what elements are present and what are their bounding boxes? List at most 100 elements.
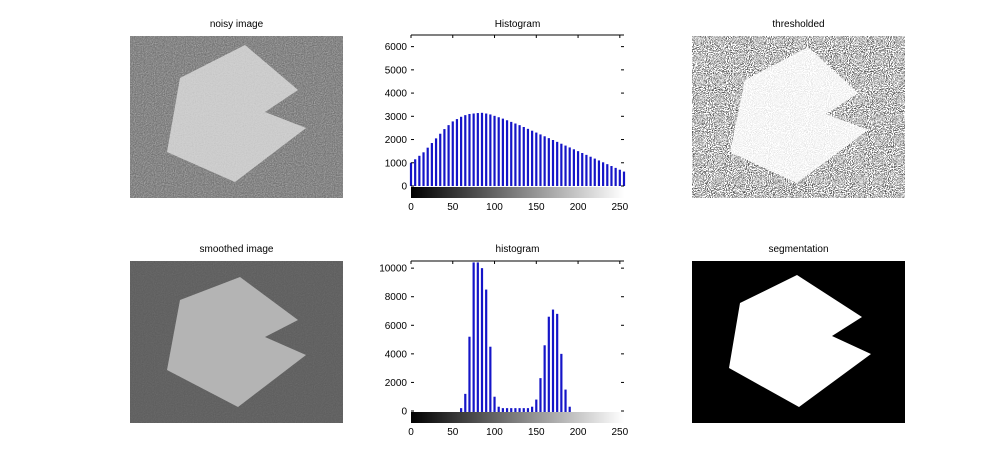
y-tick-label: 0	[401, 407, 407, 418]
histogram-bar	[531, 406, 534, 412]
histogram-bar	[489, 114, 492, 186]
histogram-bar	[589, 156, 592, 186]
histogram-bar	[426, 147, 429, 186]
histogram-bar	[551, 309, 555, 412]
y-tick-label: 2000	[385, 378, 408, 389]
histogram-bar	[472, 262, 475, 412]
histogram-bar	[522, 408, 525, 412]
x-tick-label: 200	[570, 202, 587, 213]
histogram-bar	[443, 129, 446, 186]
histogram-bar	[564, 389, 567, 412]
histogram-bar	[489, 346, 492, 412]
histogram-bar	[526, 408, 530, 412]
histogram-bar	[568, 406, 571, 412]
thresholded-image	[692, 36, 905, 198]
histogram-bar	[547, 316, 550, 412]
x-tick-label: 250	[611, 202, 628, 213]
histogram-bar	[514, 408, 517, 412]
histogram-bar	[439, 133, 442, 186]
histogram-bar	[585, 154, 588, 186]
smoothed-image	[130, 261, 343, 423]
x-tick-label: 100	[486, 427, 503, 438]
x-tick-label: 150	[528, 427, 545, 438]
y-tick-label: 8000	[385, 292, 408, 303]
histogram-bar	[535, 399, 538, 412]
x-tick-label: 50	[447, 427, 459, 438]
histogram-bar	[455, 119, 459, 186]
histogram-bar	[497, 117, 500, 186]
histogram-bar	[539, 378, 542, 412]
histogram-bar	[614, 167, 617, 186]
histogram-bar	[606, 164, 609, 186]
histogram-bar	[572, 149, 575, 186]
histogram-bar	[593, 158, 596, 186]
noisy-image	[130, 36, 343, 198]
histogram-bar	[610, 166, 613, 186]
histogram-bar	[501, 118, 504, 186]
histogram-bar	[602, 162, 605, 186]
histogram-bar	[476, 113, 479, 186]
histogram-bar	[551, 140, 555, 186]
title-noisy-image: noisy image	[209, 19, 264, 30]
histogram-bar	[414, 159, 417, 186]
title-smoothed-image: smoothed image	[199, 244, 274, 255]
histogram-bar	[497, 406, 500, 412]
histogram-bar	[535, 132, 538, 186]
histogram-bar	[597, 160, 601, 186]
histogram-bar	[522, 126, 525, 186]
y-tick-label: 0	[401, 182, 407, 193]
histogram-bar	[472, 113, 475, 186]
histogram-bar	[576, 151, 580, 186]
histogram-bar	[447, 125, 450, 186]
x-tick-label: 0	[408, 202, 414, 213]
histogram-bar	[501, 408, 504, 412]
grayscale-colorbar	[411, 187, 624, 198]
title-thresholded: thresholded	[772, 19, 825, 30]
y-tick-label: 1000	[385, 158, 408, 169]
histogram-bar	[568, 147, 571, 186]
histogram-bar	[518, 125, 521, 186]
title-histogram-2: histogram	[495, 244, 540, 255]
x-tick-label: 50	[447, 202, 459, 213]
histogram-bar	[418, 155, 421, 186]
histogram-bar	[514, 123, 517, 186]
histogram-bar	[493, 115, 496, 186]
histogram-bar	[430, 143, 433, 186]
title-segmentation: segmentation	[768, 244, 829, 255]
y-tick-label: 6000	[385, 321, 408, 332]
histogram-bar	[493, 396, 496, 412]
histogram-bar	[526, 128, 530, 186]
histogram-bar	[505, 408, 509, 412]
histogram-bar	[539, 134, 542, 186]
histogram-bar	[543, 136, 546, 186]
y-tick-label: 6000	[385, 42, 408, 53]
histogram-bar	[556, 141, 559, 186]
y-tick-label: 3000	[385, 112, 408, 123]
segmentation-image	[692, 261, 905, 423]
histogram-bar	[518, 408, 521, 412]
histogram-bar	[556, 313, 559, 412]
histogram-bar	[460, 408, 463, 412]
histogram-bar	[505, 120, 509, 186]
y-tick-label: 4000	[385, 349, 408, 360]
y-tick-label: 2000	[385, 135, 408, 146]
histogram-1-chart: 0 1000 2000 3000 4000 5000 6000 0 50 100 150 200 250	[385, 34, 629, 213]
histogram-bar	[476, 262, 479, 412]
histogram-bar	[510, 408, 513, 412]
x-tick-label: 150	[528, 202, 545, 213]
title-histogram-1: Histogram	[494, 19, 541, 30]
histogram-bar	[618, 169, 621, 186]
histogram-bar	[451, 121, 454, 186]
histogram-bar	[464, 115, 467, 186]
x-tick-label: 0	[408, 427, 414, 438]
grayscale-colorbar	[411, 412, 624, 423]
x-tick-label: 250	[611, 427, 628, 438]
y-tick-label: 10000	[379, 264, 407, 275]
histogram-bar	[480, 112, 484, 186]
histogram-bar	[422, 152, 425, 186]
histogram-bar	[543, 345, 546, 412]
histogram-bar	[409, 162, 413, 186]
histogram-bar	[622, 171, 626, 186]
histogram-bar	[560, 143, 563, 186]
